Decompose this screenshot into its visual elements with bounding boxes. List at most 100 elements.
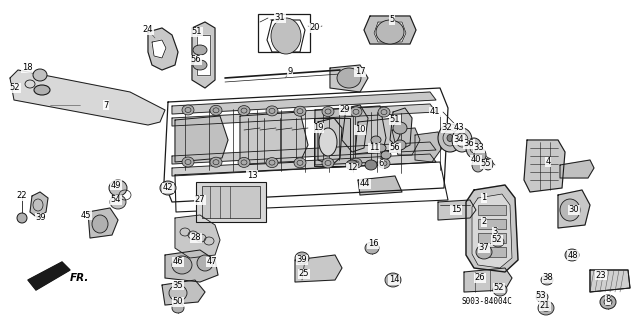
Text: 20: 20 [310,24,320,33]
Ellipse shape [33,69,47,81]
Text: 39: 39 [36,213,46,222]
Polygon shape [148,28,178,70]
Ellipse shape [160,181,176,195]
Text: 23: 23 [596,271,606,279]
Text: 28: 28 [191,234,202,242]
Bar [478,219,506,229]
Bar [314,118,350,166]
Polygon shape [390,108,412,150]
Ellipse shape [294,158,306,168]
Text: FR.: FR. [70,273,90,283]
Ellipse shape [538,301,554,315]
Ellipse shape [319,128,337,156]
Polygon shape [438,200,476,220]
Text: 26: 26 [475,273,485,283]
Ellipse shape [322,107,334,116]
Polygon shape [374,22,406,42]
Polygon shape [240,112,308,165]
Text: 33: 33 [474,144,484,152]
Ellipse shape [322,158,334,168]
Text: 11: 11 [369,144,380,152]
Text: 56: 56 [390,144,400,152]
Text: 51: 51 [390,115,400,124]
Ellipse shape [193,45,207,55]
Polygon shape [558,190,590,228]
Polygon shape [88,208,118,238]
Text: 5: 5 [389,16,395,25]
Text: 52: 52 [493,284,504,293]
Polygon shape [315,106,386,165]
Ellipse shape [474,148,486,162]
Ellipse shape [238,157,250,167]
Text: 3: 3 [492,227,498,236]
Ellipse shape [483,158,493,170]
Polygon shape [162,280,205,305]
Ellipse shape [238,106,250,115]
Ellipse shape [92,215,108,233]
Text: 50: 50 [173,298,183,307]
Text: 54: 54 [111,196,121,204]
Polygon shape [175,215,220,258]
Ellipse shape [600,295,616,309]
Bar [478,233,506,243]
Text: 31: 31 [275,13,285,23]
Text: 21: 21 [540,301,550,310]
Polygon shape [464,268,512,292]
Text: 48: 48 [568,250,579,259]
Ellipse shape [182,157,194,167]
Text: 37: 37 [479,243,490,253]
Text: 55: 55 [481,160,492,168]
Polygon shape [392,128,420,155]
Polygon shape [192,22,215,88]
Ellipse shape [294,106,306,116]
Text: 2: 2 [481,218,486,226]
Ellipse shape [193,60,207,70]
Polygon shape [358,176,402,195]
Ellipse shape [493,284,507,296]
Text: 15: 15 [451,205,461,214]
Polygon shape [364,16,416,44]
Text: 10: 10 [355,125,365,135]
Text: 27: 27 [195,196,205,204]
Ellipse shape [365,160,377,170]
Ellipse shape [350,158,362,168]
Ellipse shape [438,124,462,152]
Text: 22: 22 [17,191,28,201]
Ellipse shape [34,85,50,95]
Text: 42: 42 [163,183,173,192]
Text: 16: 16 [368,240,378,249]
Polygon shape [472,194,512,268]
Ellipse shape [541,275,553,285]
Ellipse shape [182,105,194,115]
Bar [202,186,260,218]
Ellipse shape [381,151,391,159]
Text: 44: 44 [360,180,371,189]
Ellipse shape [295,252,309,264]
Ellipse shape [452,128,472,152]
Text: 41: 41 [429,108,440,116]
Text: 14: 14 [388,276,399,285]
Ellipse shape [466,138,482,158]
Ellipse shape [536,292,548,302]
Polygon shape [590,270,630,292]
Text: 29: 29 [340,106,350,115]
Text: 52: 52 [492,235,502,244]
Text: 46: 46 [173,257,183,266]
Text: 13: 13 [246,170,257,180]
Ellipse shape [350,107,362,117]
Ellipse shape [492,237,504,247]
Ellipse shape [271,18,301,54]
Text: 45: 45 [81,211,92,219]
Text: 30: 30 [569,205,579,214]
Ellipse shape [17,213,27,223]
Polygon shape [318,118,342,165]
Polygon shape [10,70,165,125]
Polygon shape [267,20,305,52]
Polygon shape [172,154,436,176]
Ellipse shape [393,122,407,134]
Polygon shape [560,160,594,178]
Ellipse shape [376,144,386,152]
Text: 12: 12 [347,164,357,173]
Text: 19: 19 [313,123,323,132]
Ellipse shape [378,107,390,117]
